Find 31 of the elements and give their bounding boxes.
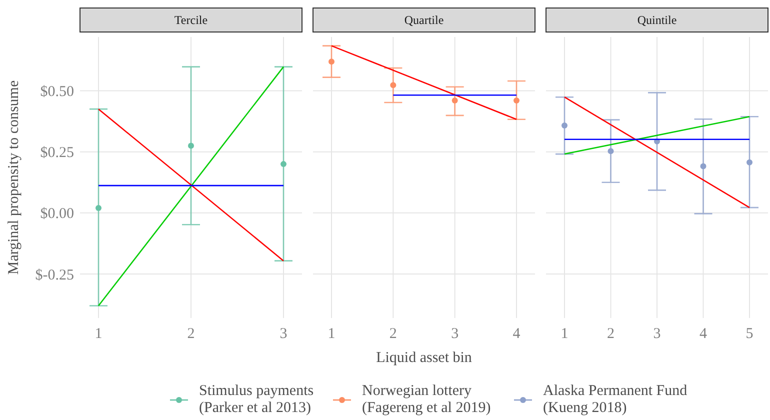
x-tick-label: 1 [328, 326, 336, 342]
point [608, 148, 614, 154]
legend-label: Norwegian lottery (Fagereng et al 2019) [362, 383, 491, 416]
point [746, 159, 752, 166]
x-tick-label: 4 [700, 326, 708, 342]
y-tick-label: $0.25 [40, 145, 74, 162]
x-tick-label: 3 [653, 326, 661, 342]
x-tick-label: 3 [280, 326, 288, 342]
x-tick-label: 4 [512, 326, 521, 342]
point [96, 205, 102, 212]
chart-title: Quintile [637, 13, 677, 27]
chart-title: Tercile [174, 13, 208, 27]
point [562, 122, 568, 128]
x-tick-label: 5 [746, 326, 754, 342]
x-tick-label: 2 [607, 326, 614, 342]
x-tick-label: 1 [560, 326, 568, 342]
x-tick-label: 2 [187, 326, 195, 342]
point [700, 163, 706, 170]
x-tick-label: 2 [389, 326, 397, 342]
y-tick-label: $0.00 [40, 206, 74, 222]
point [188, 142, 194, 149]
x-tick-label: 3 [451, 326, 459, 342]
point [280, 161, 286, 168]
y-tick-label: $0.50 [40, 84, 74, 100]
y-axis-title: Marginal propensity to consume [6, 80, 22, 275]
legend-label: Alaska Permanent Fund (Kueng 2018) [543, 383, 688, 416]
legend-label: Stimulus payments (Parker et al 2013) [199, 383, 314, 416]
x-tick-label: 1 [94, 326, 102, 342]
x-axis-title: Liquid asset bin [376, 350, 472, 366]
chart-title: Quartile [404, 13, 444, 27]
y-tick-label: $-0.25 [35, 267, 74, 284]
